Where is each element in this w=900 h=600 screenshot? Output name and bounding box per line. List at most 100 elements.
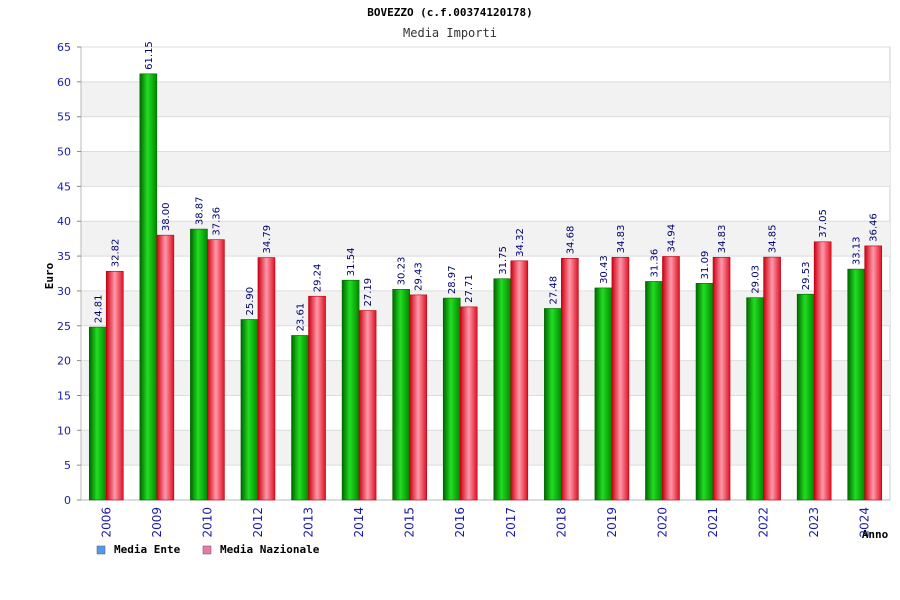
y-tick-label: 20 [57,355,71,368]
data-label-media-nazionale-2024: 36.46 [869,213,880,242]
bar-media-nazionale-2014 [358,310,377,501]
x-tick-label-2020: 2020 [655,507,669,538]
y-tick-label: 60 [57,76,71,89]
bar-media-nazionale-2019 [611,256,630,501]
y-tick-label: 5 [64,459,71,472]
x-tick-label-2012: 2012 [251,507,265,538]
y-tick-label: 55 [57,111,71,124]
data-labels: 24.81 32.82 61.15 38.00 38.87 37.36 25.90 34.79… [93,41,879,331]
bar-media-nazionale-2009 [156,234,175,501]
data-label-media-ente-2012: 25.90 [245,287,256,316]
data-label-media-ente-2006: 24.81 [93,294,104,323]
data-label-media-nazionale-2012: 34.79 [262,225,273,254]
data-label-media-ente-2022: 29.03 [751,265,762,294]
bar-media-ente-2009 [139,73,158,501]
legend-swatch-media-nazionale [202,545,212,555]
x-tick-label-2010: 2010 [200,507,214,538]
x-tick-label-2021: 2021 [706,507,720,538]
data-label-media-nazionale-2013: 29.24 [313,264,324,293]
bars [88,73,883,501]
y-tick-label: 10 [57,424,71,437]
y-tick-label: 45 [57,180,71,193]
bar-media-ente-2014 [341,279,360,501]
bar-media-ente-2017 [493,278,512,501]
data-label-media-nazionale-2006: 32.82 [110,239,121,268]
bar-media-ente-2013 [291,335,309,501]
y-tick-label: 15 [57,389,71,402]
bar-media-ente-2018 [544,308,562,501]
data-label-media-nazionale-2014: 27.19 [363,278,374,307]
bar-media-nazionale-2022 [763,256,781,501]
legend-label-media-ente: Media Ente [114,543,181,556]
data-label-media-nazionale-2019: 34.83 [616,225,627,254]
bar-media-nazionale-2016 [459,306,478,501]
bar-media-ente-2024 [847,268,866,501]
x-tick-label-2016: 2016 [453,507,467,538]
data-label-media-nazionale-2010: 37.36 [211,207,222,236]
x-tick-label-2014: 2014 [352,507,366,538]
x-tick-label-2006: 2006 [99,507,113,538]
bar-media-ente-2021 [695,283,714,501]
x-tick-label-2013: 2013 [302,507,316,538]
data-label-media-ente-2015: 30.23 [397,257,408,286]
data-label-media-ente-2020: 31.36 [649,249,660,278]
data-label-media-nazionale-2018: 34.68 [565,226,576,255]
x-tick-label-2009: 2009 [150,507,164,538]
y-tick-label: 40 [57,215,71,228]
data-label-media-ente-2009: 61.15 [144,41,155,70]
bar-media-nazionale-2017 [510,260,529,501]
legend-swatch-media-ente [96,545,106,555]
bar-media-ente-2012 [240,319,259,501]
data-label-media-ente-2018: 27.48 [548,276,559,305]
bar-media-ente-2010 [190,228,208,501]
legend: Media Ente Media Nazionale [96,543,320,556]
bar-media-ente-2015 [392,289,410,501]
data-label-media-nazionale-2021: 34.83 [717,225,728,254]
data-label-media-ente-2017: 31.75 [498,246,509,275]
y-tick-label: 50 [57,146,71,159]
bar-media-nazionale-2020 [662,256,680,501]
x-axis-label: Anno [862,528,889,541]
y-axis-ticks: 0 5 10 15 20 25 30 35 40 45 50 55 60 65 [57,41,81,507]
bar-media-ente-2020 [645,281,663,501]
x-tick-label-2024: 2024 [858,507,872,538]
data-label-media-ente-2024: 33.13 [852,236,863,265]
bar-media-ente-2006 [88,326,107,501]
bar-media-nazionale-2013 [308,295,326,501]
y-tick-label: 65 [57,41,71,54]
data-label-media-ente-2019: 30.43 [599,255,610,284]
y-tick-label: 35 [57,250,71,263]
y-tick-label: 25 [57,320,71,333]
plot-band [81,81,890,117]
data-label-media-ente-2016: 28.97 [447,265,458,294]
x-tick-label-2018: 2018 [554,507,568,538]
bar-media-nazionale-2024 [864,245,883,501]
chart-title: BOVEZZO (c.f.00374120178) [367,6,533,19]
bar-media-nazionale-2015 [409,294,427,501]
bar-media-nazionale-2006 [105,270,124,501]
chart-subtitle: Media Importi [403,26,497,40]
bar-media-nazionale-2018 [561,258,579,501]
data-label-media-nazionale-2020: 34.94 [666,224,677,253]
x-tick-label-2015: 2015 [403,507,417,538]
bar-media-nazionale-2021 [712,256,731,501]
y-tick-label: 0 [64,494,71,507]
data-label-media-ente-2013: 23.61 [296,303,307,332]
data-label-media-ente-2021: 31.09 [700,251,711,280]
data-label-media-nazionale-2017: 34.32 [515,228,526,257]
x-tick-label-2017: 2017 [504,507,518,538]
data-label-media-nazionale-2016: 27.71 [464,274,475,303]
data-label-media-nazionale-2022: 34.85 [768,224,779,253]
data-label-media-ente-2023: 29.53 [801,262,812,291]
bar-media-ente-2016 [442,297,461,501]
data-label-media-ente-2010: 38.87 [194,196,205,225]
x-axis-ticks: 2006 2009 2010 2012 2013 2014 2015 2016 2017 2018… [99,507,871,538]
legend-label-media-nazionale: Media Nazionale [220,543,320,556]
bar-media-nazionale-2010 [207,239,225,501]
y-tick-label: 30 [57,285,71,298]
bar-media-nazionale-2023 [813,241,832,501]
y-axis-label: Euro [43,262,56,289]
data-label-media-nazionale-2009: 38.00 [161,203,172,232]
bar-media-ente-2019 [594,287,613,501]
